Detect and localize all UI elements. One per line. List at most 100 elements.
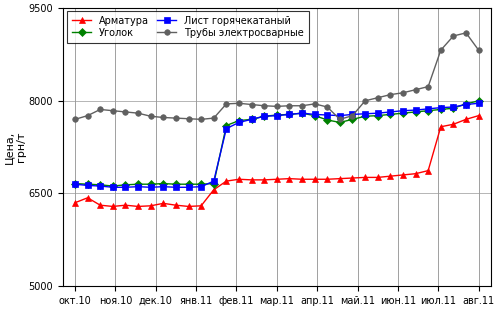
Трубы электросварные	[286, 104, 292, 108]
Трубы электросварные	[337, 117, 343, 121]
Уголок	[374, 114, 380, 117]
Трубы электросварные	[476, 48, 482, 52]
Трубы электросварные	[148, 114, 154, 118]
Уголок	[337, 121, 343, 124]
Уголок	[135, 182, 141, 186]
Лист горячекатаный	[248, 117, 254, 121]
Арматура	[476, 114, 482, 117]
Арматура	[84, 196, 90, 200]
Уголок	[350, 117, 356, 121]
Арматура	[438, 125, 444, 129]
Арматура	[374, 175, 380, 179]
Уголок	[450, 106, 456, 110]
Уголок	[186, 182, 192, 186]
Уголок	[198, 182, 204, 186]
Арматура	[324, 177, 330, 181]
Line: Трубы электросварные: Трубы электросварные	[72, 30, 482, 122]
Трубы электросварные	[72, 117, 78, 121]
Уголок	[286, 113, 292, 116]
Арматура	[135, 205, 141, 208]
Трубы электросварные	[438, 48, 444, 52]
Лист горячекатаный	[374, 111, 380, 115]
Уголок	[274, 113, 280, 117]
Арматура	[97, 203, 103, 207]
Трубы электросварные	[97, 108, 103, 111]
Уголок	[312, 114, 318, 117]
Арматура	[173, 203, 179, 207]
Уголок	[210, 182, 216, 185]
Трубы электросварные	[312, 102, 318, 106]
Трубы электросварные	[135, 111, 141, 115]
Арматура	[248, 178, 254, 182]
Арматура	[224, 179, 230, 183]
Лист горячекатаный	[84, 184, 90, 187]
Трубы электросварные	[236, 101, 242, 105]
Лист горячекатаный	[337, 114, 343, 117]
Трубы электросварные	[110, 109, 116, 113]
Line: Уголок: Уголок	[72, 98, 482, 189]
Трубы электросварные	[412, 88, 418, 91]
Уголок	[476, 99, 482, 103]
Уголок	[122, 183, 128, 187]
Арматура	[299, 177, 305, 181]
Лист горячекатаный	[186, 185, 192, 189]
Трубы электросварные	[160, 116, 166, 119]
Уголок	[324, 118, 330, 122]
Лист горячекатаный	[173, 185, 179, 189]
Y-axis label: Цена,
грн/т: Цена, грн/т	[4, 131, 26, 164]
Уголок	[438, 108, 444, 111]
Арматура	[110, 205, 116, 208]
Лист горячекатаный	[476, 101, 482, 105]
Line: Арматура: Арматура	[72, 113, 482, 209]
Уголок	[236, 119, 242, 122]
Уголок	[261, 114, 267, 118]
Лист горячекатаный	[274, 114, 280, 117]
Арматура	[210, 188, 216, 192]
Уголок	[173, 182, 179, 186]
Уголок	[84, 182, 90, 186]
Уголок	[425, 109, 431, 113]
Трубы электросварные	[425, 85, 431, 88]
Арматура	[350, 176, 356, 180]
Лист горячекатаный	[122, 185, 128, 189]
Лист горячекатаный	[210, 179, 216, 183]
Лист горячекатаный	[324, 113, 330, 117]
Legend: Арматура, Уголок, Лист горячекатаный, Трубы электросварные: Арматура, Уголок, Лист горячекатаный, Тр…	[67, 11, 309, 42]
Уголок	[412, 110, 418, 114]
Лист горячекатаный	[236, 121, 242, 124]
Трубы электросварные	[274, 104, 280, 108]
Трубы электросварные	[362, 99, 368, 103]
Арматура	[450, 122, 456, 126]
Уголок	[148, 182, 154, 186]
Лист горячекатаный	[261, 114, 267, 118]
Арматура	[425, 169, 431, 172]
Уголок	[97, 183, 103, 187]
Лист горячекатаный	[412, 108, 418, 112]
Арматура	[388, 174, 394, 178]
Лист горячекатаный	[135, 185, 141, 188]
Арматура	[148, 204, 154, 208]
Трубы электросварные	[324, 105, 330, 109]
Лист горячекатаный	[148, 185, 154, 189]
Арматура	[286, 177, 292, 180]
Арматура	[412, 172, 418, 175]
Лист горячекатаный	[362, 112, 368, 116]
Трубы электросварные	[84, 114, 90, 117]
Уголок	[362, 114, 368, 118]
Уголок	[299, 111, 305, 115]
Лист горячекатаный	[388, 110, 394, 114]
Арматура	[337, 177, 343, 180]
Лист горячекатаный	[450, 105, 456, 109]
Арматура	[72, 201, 78, 205]
Лист горячекатаный	[425, 107, 431, 111]
Лист горячекатаный	[312, 113, 318, 116]
Лист горячекатаный	[463, 103, 469, 106]
Трубы электросварные	[198, 117, 204, 121]
Уголок	[160, 182, 166, 185]
Уголок	[72, 182, 78, 185]
Уголок	[388, 113, 394, 116]
Трубы электросварные	[463, 31, 469, 35]
Трубы электросварные	[261, 104, 267, 108]
Лист горячекатаный	[299, 111, 305, 115]
Арматура	[274, 177, 280, 181]
